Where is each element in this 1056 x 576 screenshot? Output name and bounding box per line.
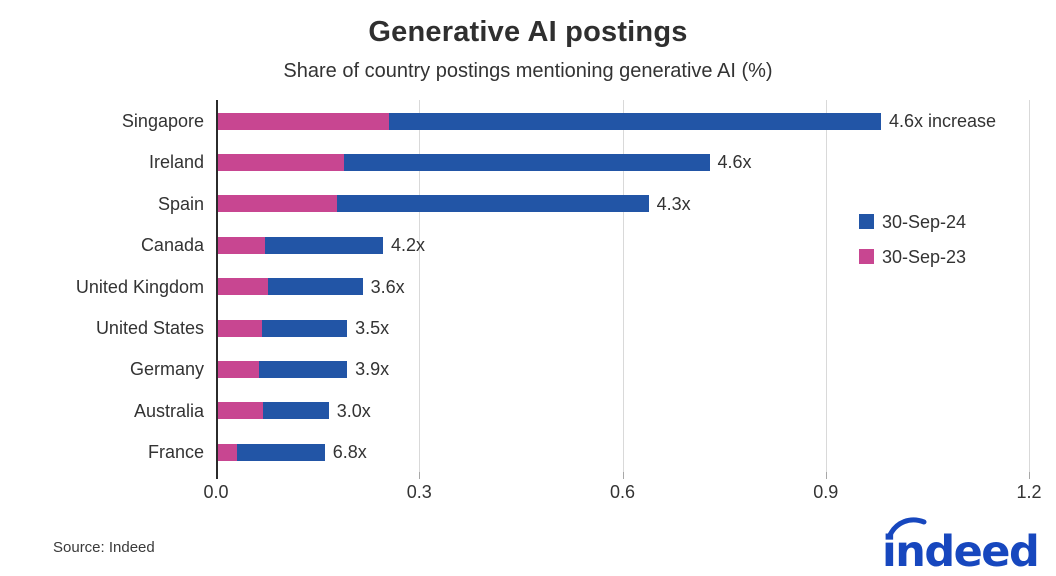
- bar-annotation: 3.6x: [370, 276, 405, 297]
- x-axis-tickmark: [1029, 472, 1030, 479]
- y-axis-line: [216, 100, 218, 479]
- country-label: France: [147, 442, 204, 463]
- bar-30-sep-23: [217, 153, 345, 171]
- legend-label: 30-Sep-24: [882, 212, 967, 232]
- legend-swatch-icon: [859, 214, 874, 229]
- bar-30-sep-23: [217, 278, 268, 296]
- bar-annotation: 4.3x: [656, 193, 691, 214]
- x-axis-tickmark: [419, 472, 421, 479]
- bar-30-sep-23: [217, 112, 390, 130]
- gridline: [622, 100, 624, 472]
- indeed-logo-text: indeed: [882, 527, 1038, 574]
- bar-annotation: 4.2x: [390, 235, 426, 256]
- bar-annotation: 3.5x: [355, 318, 390, 338]
- x-axis-tick-label: 0.3: [406, 482, 432, 502]
- bar-30-sep-23: [217, 402, 264, 420]
- gridline: [419, 100, 421, 472]
- bar-30-sep-23: [217, 236, 266, 254]
- bar-30-sep-23: [217, 443, 238, 461]
- indeed-logo: indeed: [882, 517, 1040, 574]
- country-label: United Kingdom: [75, 276, 204, 297]
- gridline: [825, 100, 827, 472]
- gridline: [1029, 100, 1030, 472]
- x-axis-tick-label: 0.6: [609, 482, 636, 502]
- chart-title: Generative AI postings: [368, 16, 688, 48]
- legend-label: 30-Sep-23: [882, 247, 967, 267]
- bar-annotation: 6.8x: [332, 442, 367, 463]
- indeed-logo-swoosh-icon: [886, 517, 927, 540]
- bar-annotation: 4.6x: [717, 152, 752, 173]
- country-label: Ireland: [148, 152, 204, 173]
- bar-30-sep-23: [217, 195, 337, 213]
- country-label: Canada: [140, 235, 204, 256]
- bar-30-sep-24: [217, 443, 325, 461]
- bar-annotation: 3.0x: [336, 400, 371, 421]
- x-axis-tick-label: 0.9: [813, 482, 839, 502]
- country-label: Singapore: [121, 111, 204, 131]
- source-note: Source: Indeed: [53, 539, 155, 556]
- x-axis-tick-label: 0.0: [203, 482, 229, 502]
- x-axis-tick-label: 1.2: [1016, 482, 1042, 502]
- chart-subtitle: Share of country postings mentioning gen…: [283, 60, 773, 82]
- country-label: United States: [95, 318, 204, 338]
- bar-30-sep-23: [217, 360, 259, 378]
- x-axis-tickmark: [825, 472, 827, 479]
- bar-annotation: 3.9x: [355, 359, 390, 380]
- country-label: Spain: [157, 193, 204, 214]
- bar-annotation: 4.6x increase: [888, 111, 996, 131]
- x-axis-tickmark: [622, 472, 624, 479]
- country-label: Australia: [133, 400, 204, 421]
- bar-30-sep-23: [217, 319, 262, 337]
- legend-swatch-icon: [859, 249, 874, 264]
- country-label: Germany: [129, 359, 204, 380]
